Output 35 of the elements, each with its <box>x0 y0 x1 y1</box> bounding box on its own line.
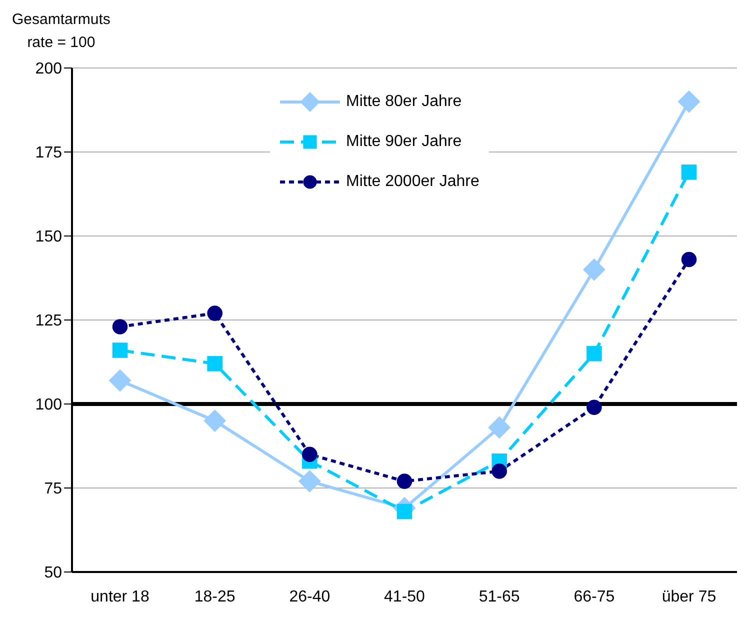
y-tick-label: 175 <box>35 144 62 162</box>
point <box>204 410 226 432</box>
legend-label: Mitte 80er Jahre <box>346 93 462 111</box>
point <box>678 90 700 113</box>
y-tick-label: 200 <box>35 60 62 78</box>
point <box>112 319 128 334</box>
y-tick-label: 150 <box>35 228 62 246</box>
point <box>207 356 222 372</box>
legend-label: Mitte 90er Jahre <box>346 133 462 151</box>
x-tick-label: 41-50 <box>384 588 426 606</box>
x-tick-label: unter 18 <box>90 588 150 606</box>
point <box>396 474 412 489</box>
x-tick-label: 26-40 <box>289 588 330 606</box>
point <box>112 342 128 358</box>
point <box>681 164 697 180</box>
x-tick-label: 51-65 <box>478 588 520 606</box>
point <box>586 346 602 362</box>
legend-label: Mitte 2000er Jahre <box>346 173 480 191</box>
x-tick-label: 66-75 <box>574 588 615 606</box>
point <box>207 306 222 321</box>
x-tick-label: über 75 <box>662 588 716 606</box>
point <box>488 416 511 439</box>
y-axis-title: Gesamtarmuts rate = 100 <box>12 10 110 53</box>
y-tick-label: 75 <box>44 480 62 498</box>
y-tick-label: 125 <box>35 312 62 330</box>
point <box>492 464 507 479</box>
point <box>302 446 318 462</box>
point <box>108 369 132 392</box>
point <box>681 252 697 268</box>
point <box>586 400 602 416</box>
point <box>298 470 321 493</box>
x-tick-label: 18-25 <box>194 588 236 606</box>
y-tick-label: 100 <box>35 396 62 414</box>
y-tick-label: 50 <box>44 564 62 582</box>
point <box>582 258 606 281</box>
